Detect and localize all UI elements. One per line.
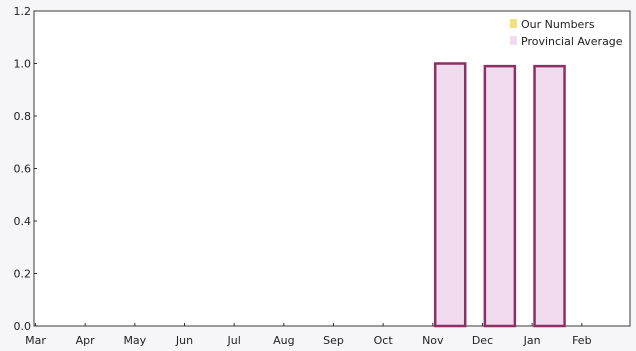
y-tick-label: 0.0 — [14, 320, 32, 333]
x-tick-label: Apr — [76, 334, 96, 347]
legend: Our Numbers Provincial Average — [510, 18, 623, 48]
x-tick-label: Feb — [572, 334, 591, 347]
plot-frame — [33, 10, 631, 327]
x-tick-label: Sep — [323, 334, 344, 347]
x-tick-label: Jul — [227, 334, 241, 347]
x-tick-label: Dec — [472, 334, 493, 347]
y-tick-label: 0.6 — [14, 163, 32, 176]
y-tick-label: 0.2 — [14, 268, 32, 281]
x-axis: Mar Apr May Jun Jul Aug Sep Oct Nov Dec Jan Feb — [25, 323, 592, 347]
x-tick-label: Nov — [422, 334, 444, 347]
bar — [483, 64, 517, 328]
x-tick-label: Aug — [273, 334, 294, 347]
x-tick-label: May — [123, 334, 146, 347]
legend-label: Provincial Average — [521, 35, 623, 48]
x-tick-label: Mar — [25, 334, 46, 347]
x-tick-label: Jun — [175, 334, 193, 347]
bars-group — [433, 62, 566, 328]
y-tick-label: 1.2 — [14, 5, 32, 18]
x-tick-label: Oct — [374, 334, 394, 347]
legend-swatch — [510, 19, 517, 28]
y-tick-label: 1.0 — [14, 58, 32, 71]
y-axis: 0.0 0.2 0.4 0.6 0.8 1.0 1.2 — [14, 5, 37, 333]
legend-label: Our Numbers — [521, 18, 595, 31]
x-tick-label: Jan — [523, 334, 541, 347]
y-tick-label: 0.4 — [14, 215, 32, 228]
y-tick-label: 0.8 — [14, 110, 32, 123]
bar — [533, 64, 566, 328]
legend-swatch — [510, 36, 517, 45]
bar — [433, 62, 467, 328]
